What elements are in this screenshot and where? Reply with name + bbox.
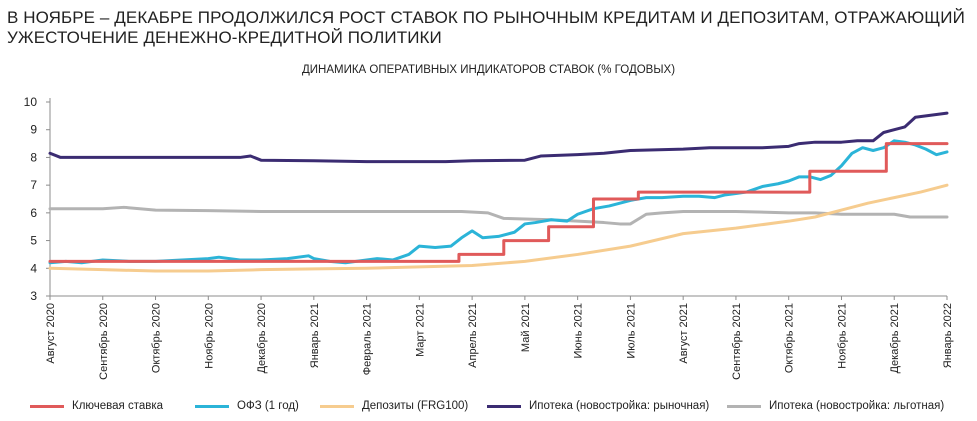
series-line-1 xyxy=(48,142,949,263)
series-line-2 xyxy=(48,139,949,265)
x-tick-label: Сентябрь 2021 xyxy=(731,303,743,380)
series-line-5 xyxy=(48,205,949,226)
legend-swatch xyxy=(30,404,64,408)
x-tick-label: Ноябрь 2021 xyxy=(836,303,848,369)
x-tick-label: Ноябрь 2020 xyxy=(203,303,215,369)
x-tick-label: Июнь 2021 xyxy=(573,303,585,359)
page-heading-line-1: В НОЯБРЕ – ДЕКАБРЕ ПРОДОЛЖИЛСЯ РОСТ СТАВ… xyxy=(7,8,965,27)
legend-item: Ключевая ставка xyxy=(30,396,163,416)
y-tick-label: 7 xyxy=(30,178,37,192)
y-tick-label: 3 xyxy=(30,289,37,303)
series-line-4 xyxy=(48,111,949,164)
legend-label: Ипотека (новостройка: льготная) xyxy=(769,400,945,412)
y-tick-label: 9 xyxy=(30,123,37,137)
x-tick-label: Январь 2022 xyxy=(942,303,954,368)
y-tick-label: 5 xyxy=(30,234,37,248)
x-tick-label: Декабрь 2020 xyxy=(256,303,268,373)
legend-item: Ипотека (новостройка: рыночная) xyxy=(487,396,709,416)
x-tick-label: Октябрь 2020 xyxy=(151,303,163,373)
legend-label: Ключевая ставка xyxy=(72,400,164,412)
x-tick-label: Декабрь 2021 xyxy=(889,303,901,373)
x-tick-label: Март 2021 xyxy=(414,303,426,357)
legend-label: Ипотека (новостройка: рыночная) xyxy=(529,400,710,412)
chart-axes: 3 4 5 6 7 8 9 10 Август 2020 Сентябрь 2020 Октябрь… xyxy=(24,95,954,380)
y-tick-label: 8 xyxy=(30,150,37,164)
y-tick-label: 4 xyxy=(30,261,37,275)
chart-title: ДИНАМИКА ОПЕРАТИВНЫХ ИНДИКАТОРОВ СТАВОК … xyxy=(301,64,676,76)
chart-legend: Ключевая ставка ОФЗ (1 год) Депозиты (FRG1… xyxy=(0,396,977,416)
x-tick-label: Апрель 2021 xyxy=(467,303,479,368)
page-heading: В НОЯБРЕ – ДЕКАБРЕ ПРОДОЛЖИЛСЯ РОСТ СТАВ… xyxy=(7,8,967,48)
legend-item: Ипотека (новостройка: льготная) xyxy=(727,396,944,416)
x-tick-label: Октябрь 2021 xyxy=(784,303,796,373)
legend-swatch xyxy=(320,404,354,408)
x-tick-label: Август 2020 xyxy=(45,303,57,364)
legend-label: Депозиты (FRG100) xyxy=(362,400,469,412)
legend-item: Депозиты (FRG100) xyxy=(320,396,468,416)
x-tick-label: Февраль 2021 xyxy=(362,303,374,375)
x-tick-label: Январь 2021 xyxy=(309,303,321,368)
legend-swatch xyxy=(487,404,521,408)
y-tick-label: 10 xyxy=(24,95,38,109)
legend-label: ОФЗ (1 год) xyxy=(237,400,299,412)
x-tick-label: Сентябрь 2020 xyxy=(98,303,110,380)
chart-series-layer xyxy=(48,111,949,273)
series-line-3 xyxy=(48,183,949,273)
page-heading-line-2: УЖЕСТОЧЕНИЕ ДЕНЕЖНО-КРЕДИТНОЙ ПОЛИТИКИ xyxy=(7,28,442,47)
y-tick-label: 6 xyxy=(30,206,37,220)
legend-swatch xyxy=(727,404,761,408)
x-tick-label: Июль 2021 xyxy=(625,303,637,359)
x-tick-label: Август 2021 xyxy=(678,303,690,364)
legend-swatch xyxy=(195,404,229,408)
x-tick-label: Май 2021 xyxy=(520,303,532,352)
legend-item: ОФЗ (1 год) xyxy=(195,396,299,416)
